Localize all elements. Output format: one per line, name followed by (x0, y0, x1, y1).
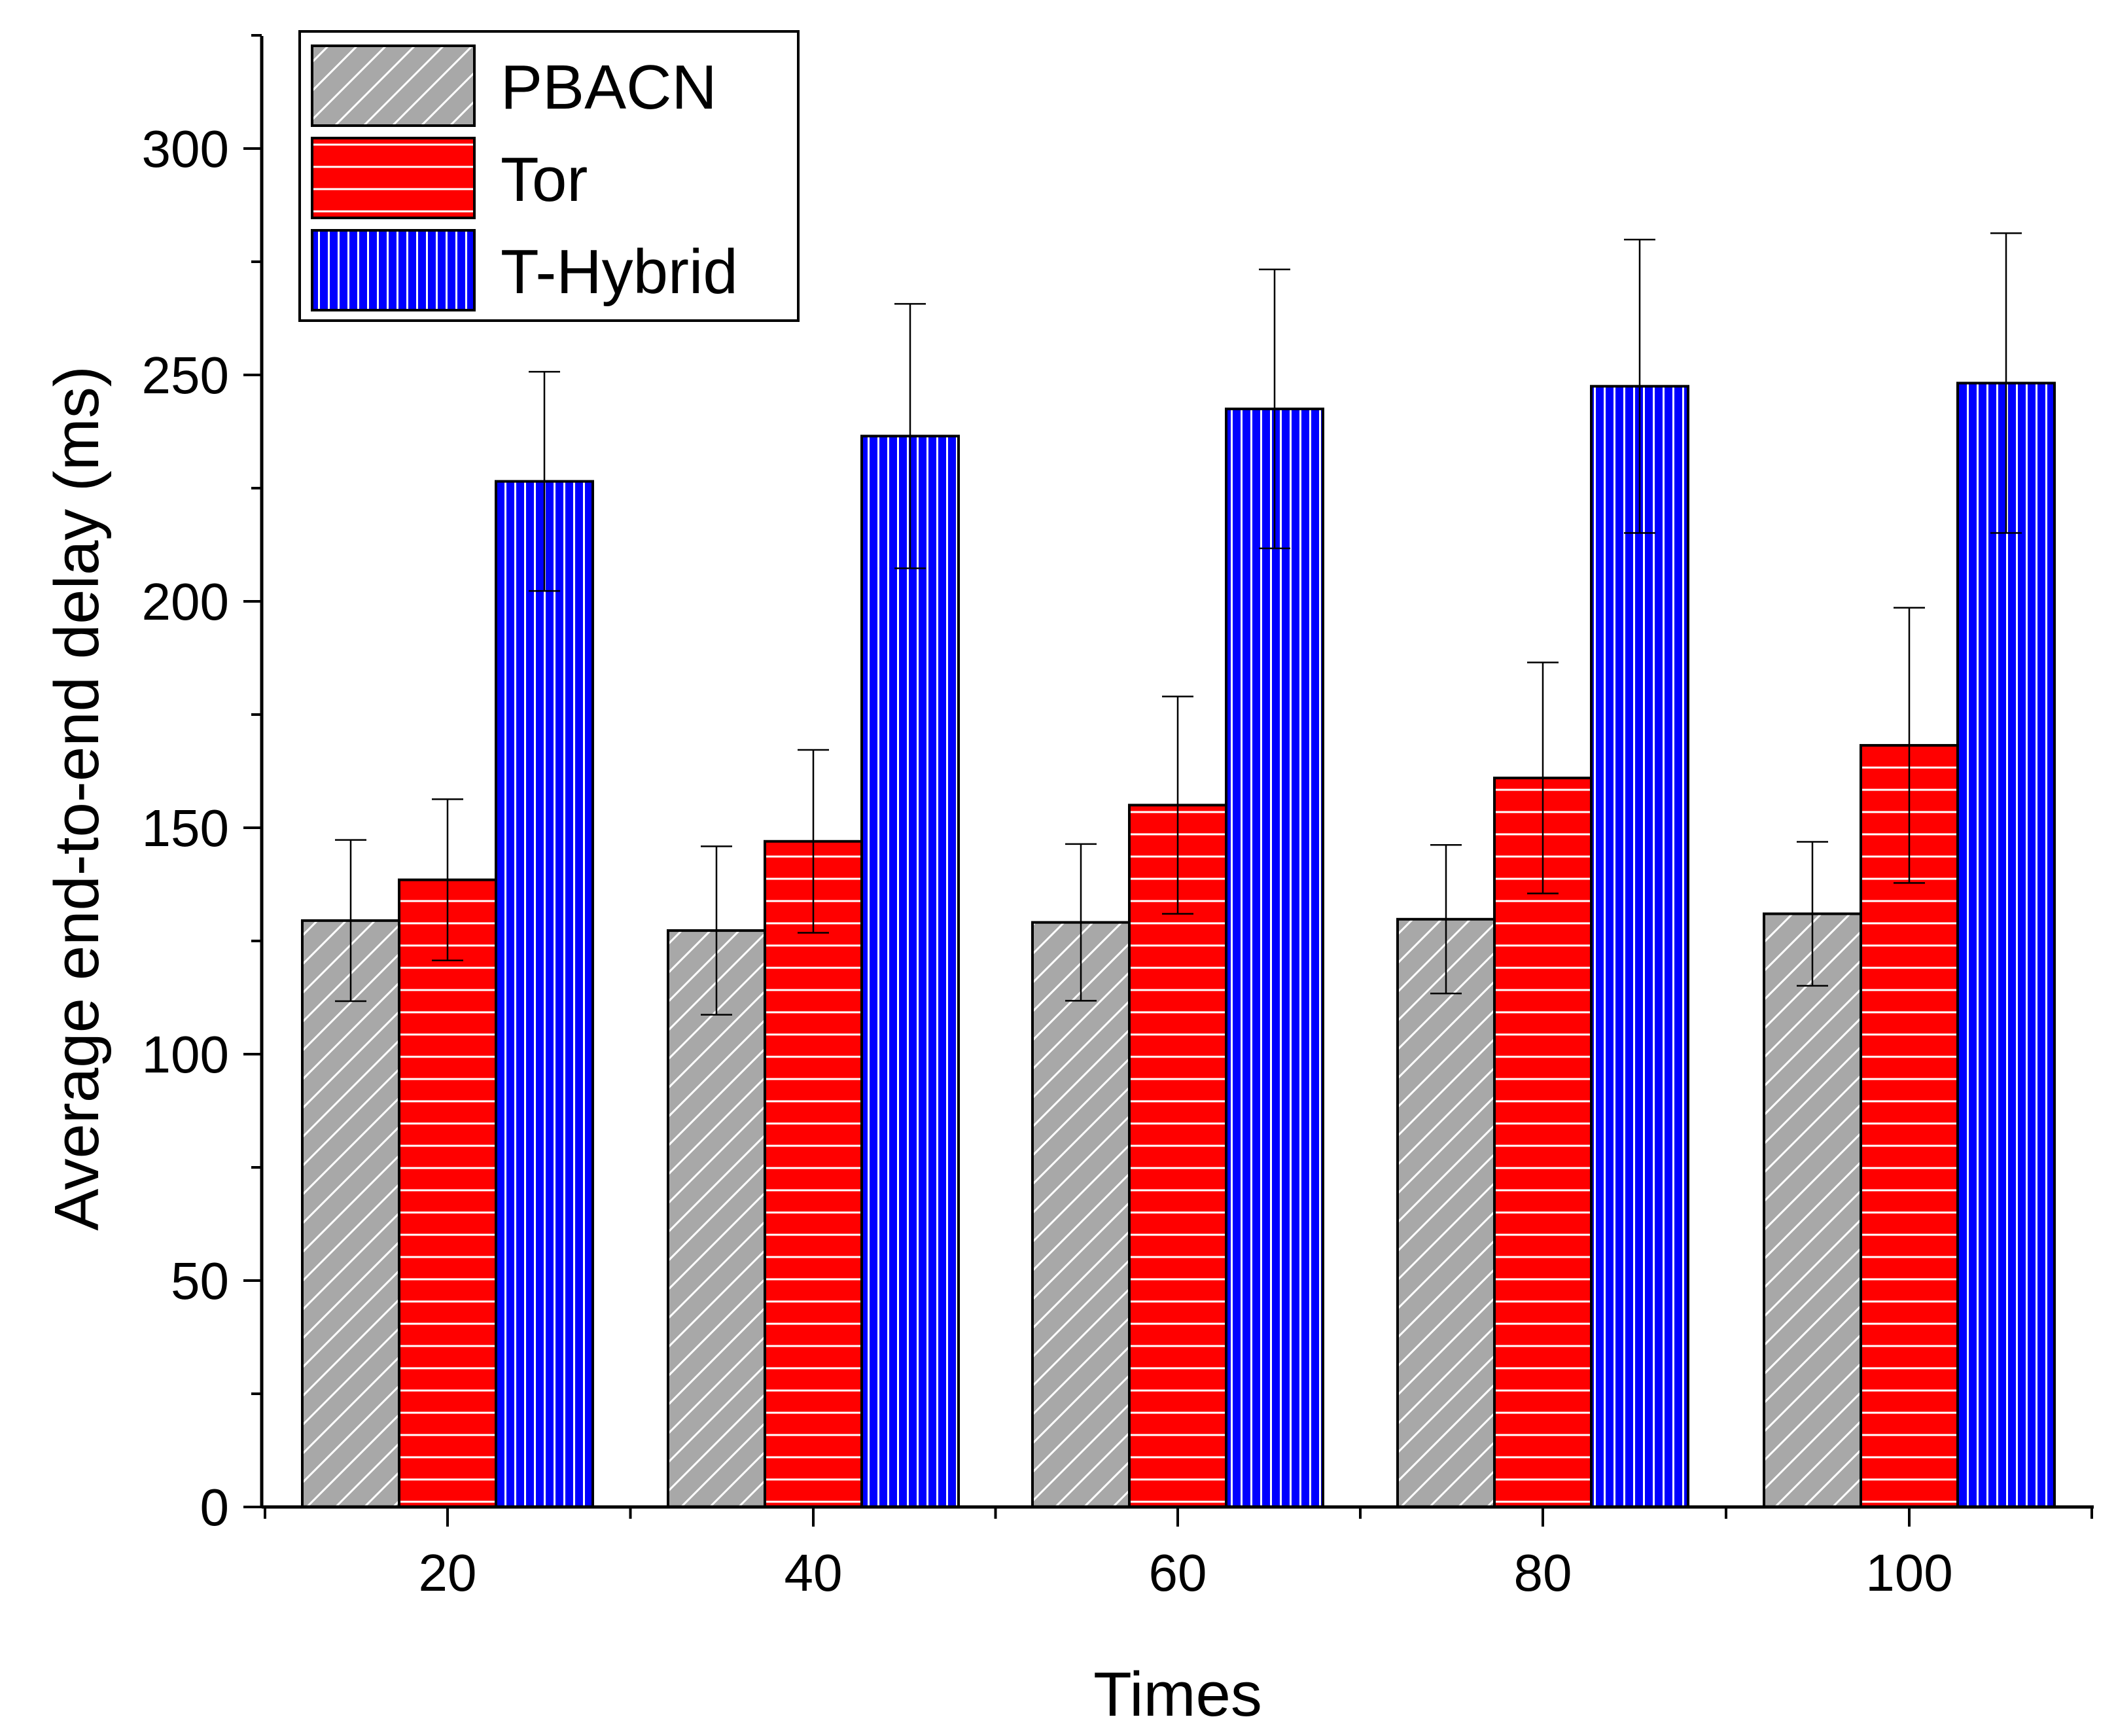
bar-tor-80 (1493, 776, 1593, 1508)
error-bar-tor-60 (1162, 696, 1193, 915)
bar-t-hybrid-40 (860, 434, 960, 1508)
bar-tor-60 (1128, 804, 1227, 1508)
legend-swatch-t-hybrid (311, 229, 476, 311)
bar-pbacn-60 (1031, 921, 1131, 1509)
x-tick-label: 20 (419, 1544, 477, 1602)
legend-swatch-pbacn (311, 44, 476, 127)
error-bar-tor-20 (432, 798, 463, 962)
error-bar-pbacn-20 (335, 839, 366, 1002)
bar-pbacn-20 (301, 919, 400, 1508)
legend: PBACN Tor T-Hybrid (298, 30, 800, 322)
legend-label-tor: Tor (501, 145, 588, 215)
error-bar-pbacn-60 (1065, 843, 1097, 1002)
bar-pbacn-40 (667, 929, 766, 1508)
bar-pbacn-80 (1396, 917, 1496, 1509)
bar-tor-20 (398, 878, 497, 1508)
error-bar-tor-40 (798, 749, 829, 934)
y-tick-label: 150 (142, 799, 229, 857)
error-bar-pbacn-100 (1797, 841, 1828, 987)
error-bar-pbacn-40 (701, 845, 732, 1016)
bar-t-hybrid-100 (1956, 381, 2056, 1508)
error-bars-group (335, 232, 2022, 1016)
y-tick-label: 200 (142, 573, 229, 631)
error-bar-tor-80 (1527, 662, 1559, 895)
error-bar-t-hybrid-100 (1990, 232, 2022, 534)
legend-label-t-hybrid: T-Hybrid (501, 237, 738, 307)
legend-label-pbacn: PBACN (501, 52, 717, 122)
y-tick-label: 300 (142, 120, 229, 178)
y-tick-label: 50 (171, 1252, 229, 1310)
x-axis-title: Times (1093, 1659, 1262, 1729)
y-axis-title: Average end-to-end delay (ms) (42, 366, 112, 1231)
bar-tor-40 (764, 840, 863, 1508)
bars-group (301, 381, 2056, 1509)
error-bar-t-hybrid-80 (1624, 238, 1655, 534)
axes-group: 0 50 100 150 200 250 300 20 40 60 80 100 (142, 34, 2094, 1602)
x-tick-label: 100 (1865, 1544, 1952, 1602)
legend-swatch-tor (311, 137, 476, 219)
x-tick-label: 40 (785, 1544, 843, 1602)
x-tick-label: 60 (1149, 1544, 1207, 1602)
error-bar-t-hybrid-60 (1259, 268, 1290, 550)
error-bar-t-hybrid-40 (894, 303, 926, 569)
error-bar-t-hybrid-20 (529, 370, 560, 592)
y-tick-label: 0 (200, 1478, 230, 1536)
bar-t-hybrid-60 (1225, 407, 1324, 1508)
bar-pbacn-100 (1763, 912, 1862, 1508)
y-tick-label: 100 (142, 1025, 229, 1084)
error-bar-tor-100 (1894, 607, 1925, 884)
y-tick-label: 250 (142, 346, 229, 404)
bar-t-hybrid-80 (1590, 385, 1689, 1508)
error-bar-pbacn-80 (1430, 844, 1462, 995)
bar-t-hybrid-20 (495, 480, 594, 1508)
x-tick-label: 80 (1514, 1544, 1572, 1602)
